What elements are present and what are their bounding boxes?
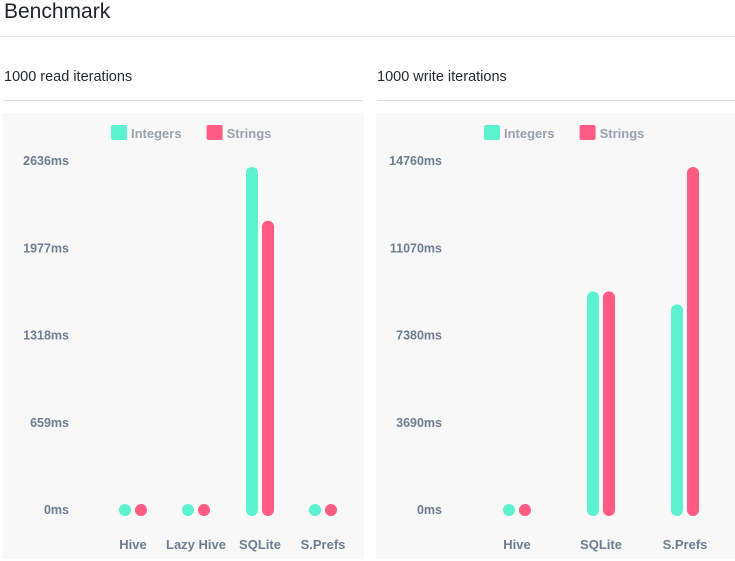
- bar-integers-sqlite: [587, 291, 599, 516]
- legend-label-strings: Strings: [227, 126, 272, 141]
- bar-integers-lazy-hive: [182, 504, 194, 516]
- read-section: 1000 read iterations: [4, 66, 362, 101]
- y-tick-label: 11070ms: [390, 241, 442, 255]
- bar-strings-hive: [135, 504, 147, 516]
- write-section-divider: [377, 100, 735, 101]
- read-section-heading: 1000 read iterations: [4, 69, 133, 85]
- y-tick-label: 0ms: [44, 503, 69, 517]
- bar-strings-hive: [519, 504, 531, 516]
- y-tick-label: 14760ms: [389, 154, 442, 168]
- page-title: Benchmark: [4, 0, 111, 23]
- y-tick-label: 2636ms: [23, 154, 69, 168]
- x-category-label: Hive: [503, 537, 530, 552]
- bar-integers-s-prefs: [309, 504, 321, 516]
- x-category-label: S.Prefs: [301, 537, 346, 552]
- bar-strings-s-prefs: [325, 504, 337, 516]
- bar-integers-s-prefs: [671, 304, 683, 516]
- y-tick-label: 1977ms: [23, 241, 69, 255]
- legend-label-integers: Integers: [504, 126, 555, 141]
- chart-legend: Integers Strings: [484, 125, 644, 141]
- x-category-label: SQLite: [239, 537, 281, 552]
- read-chart: Integers Strings 0ms 659ms 1318ms 1977ms 2636m…: [23, 125, 346, 552]
- x-category-label: SQLite: [580, 537, 622, 552]
- write-section-heading: 1000 write iterations: [377, 69, 507, 85]
- bar-integers-hive: [503, 504, 515, 516]
- write-section: 1000 write iterations: [377, 66, 735, 101]
- chart-legend: Integers Strings: [111, 125, 271, 141]
- bar-strings-lazy-hive: [198, 504, 210, 516]
- title-divider: [0, 36, 735, 37]
- bar-integers-sqlite: [246, 167, 258, 516]
- bar-strings-sqlite: [603, 291, 615, 516]
- legend-swatch-integers: [484, 125, 500, 140]
- bar-strings-sqlite: [262, 220, 274, 516]
- y-tick-label: 1318ms: [23, 329, 69, 343]
- y-tick-label: 3690ms: [396, 416, 442, 430]
- x-category-label: Hive: [119, 537, 146, 552]
- bar-strings-s-prefs: [687, 167, 699, 516]
- x-category-label: Lazy Hive: [166, 537, 226, 552]
- write-chart: Integers Strings 0ms 3690ms 7380ms 11070ms 147…: [389, 125, 708, 552]
- legend-swatch-strings: [579, 125, 596, 140]
- bar-integers-hive: [119, 504, 131, 516]
- write-chart-panel: Integers Strings 0ms 3690ms 7380ms 11070ms 147…: [376, 113, 735, 559]
- read-section-divider: [4, 100, 362, 101]
- legend-swatch-strings: [206, 125, 223, 140]
- legend-swatch-integers: [111, 125, 127, 140]
- legend-label-strings: Strings: [600, 126, 645, 141]
- y-tick-label: 659ms: [30, 416, 69, 430]
- y-tick-label: 0ms: [417, 503, 442, 517]
- x-category-label: S.Prefs: [663, 537, 708, 552]
- y-tick-label: 7380ms: [396, 329, 442, 343]
- read-chart-panel: Integers Strings 0ms 659ms 1318ms 1977ms 2636m…: [3, 113, 364, 559]
- legend-label-integers: Integers: [131, 126, 182, 141]
